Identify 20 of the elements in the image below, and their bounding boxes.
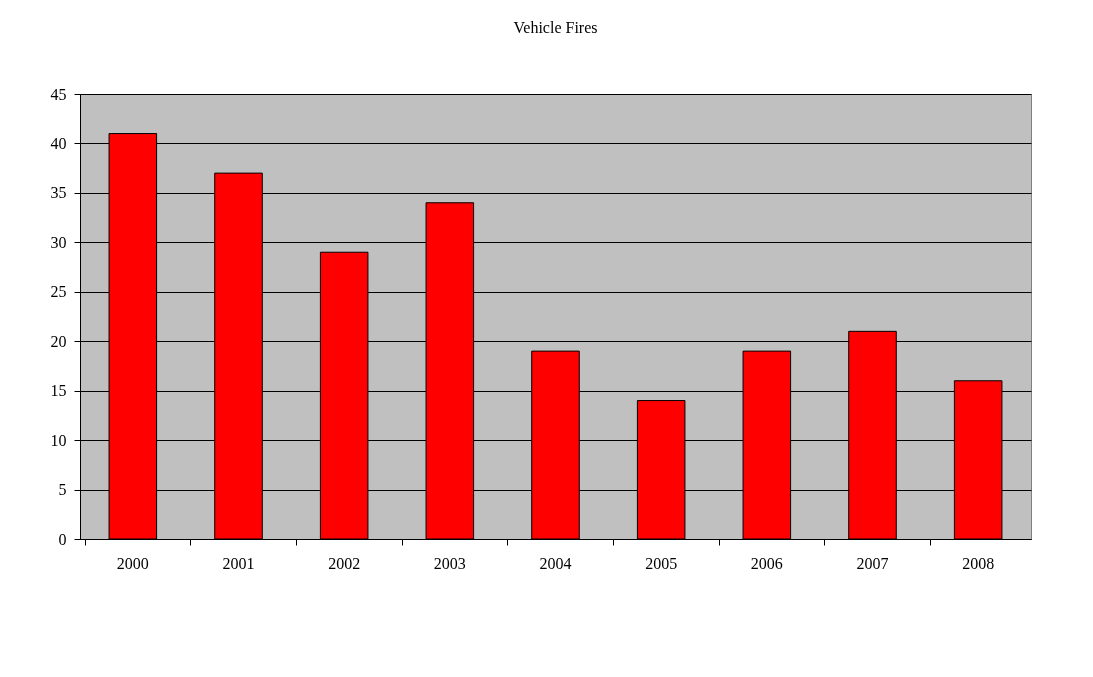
y-tick-label: 15 [50,382,67,400]
chart-title: Vehicle Fires [513,19,598,36]
x-tick-label: 2006 [750,554,783,572]
y-tick-label: 30 [50,233,67,251]
x-tick-label: 2008 [962,554,995,572]
y-tick-label: 0 [58,530,67,548]
x-tick-label: 2001 [222,554,255,572]
y-tick-label: 35 [50,184,67,202]
y-tick-label: 20 [50,332,67,350]
x-tick-label: 2004 [539,554,572,572]
y-tick-label: 25 [50,283,67,301]
x-tick-label: 2003 [433,554,466,572]
x-tick-label: 2000 [116,554,149,572]
y-tick-label: 45 [50,85,67,103]
x-tick-label: 2005 [645,554,678,572]
y-tick-label: 10 [50,431,67,449]
x-tick-label: 2002 [328,554,361,572]
y-tick-label: 40 [50,134,67,152]
y-tick-label: 5 [58,481,67,499]
x-tick-label: 2007 [856,554,889,572]
